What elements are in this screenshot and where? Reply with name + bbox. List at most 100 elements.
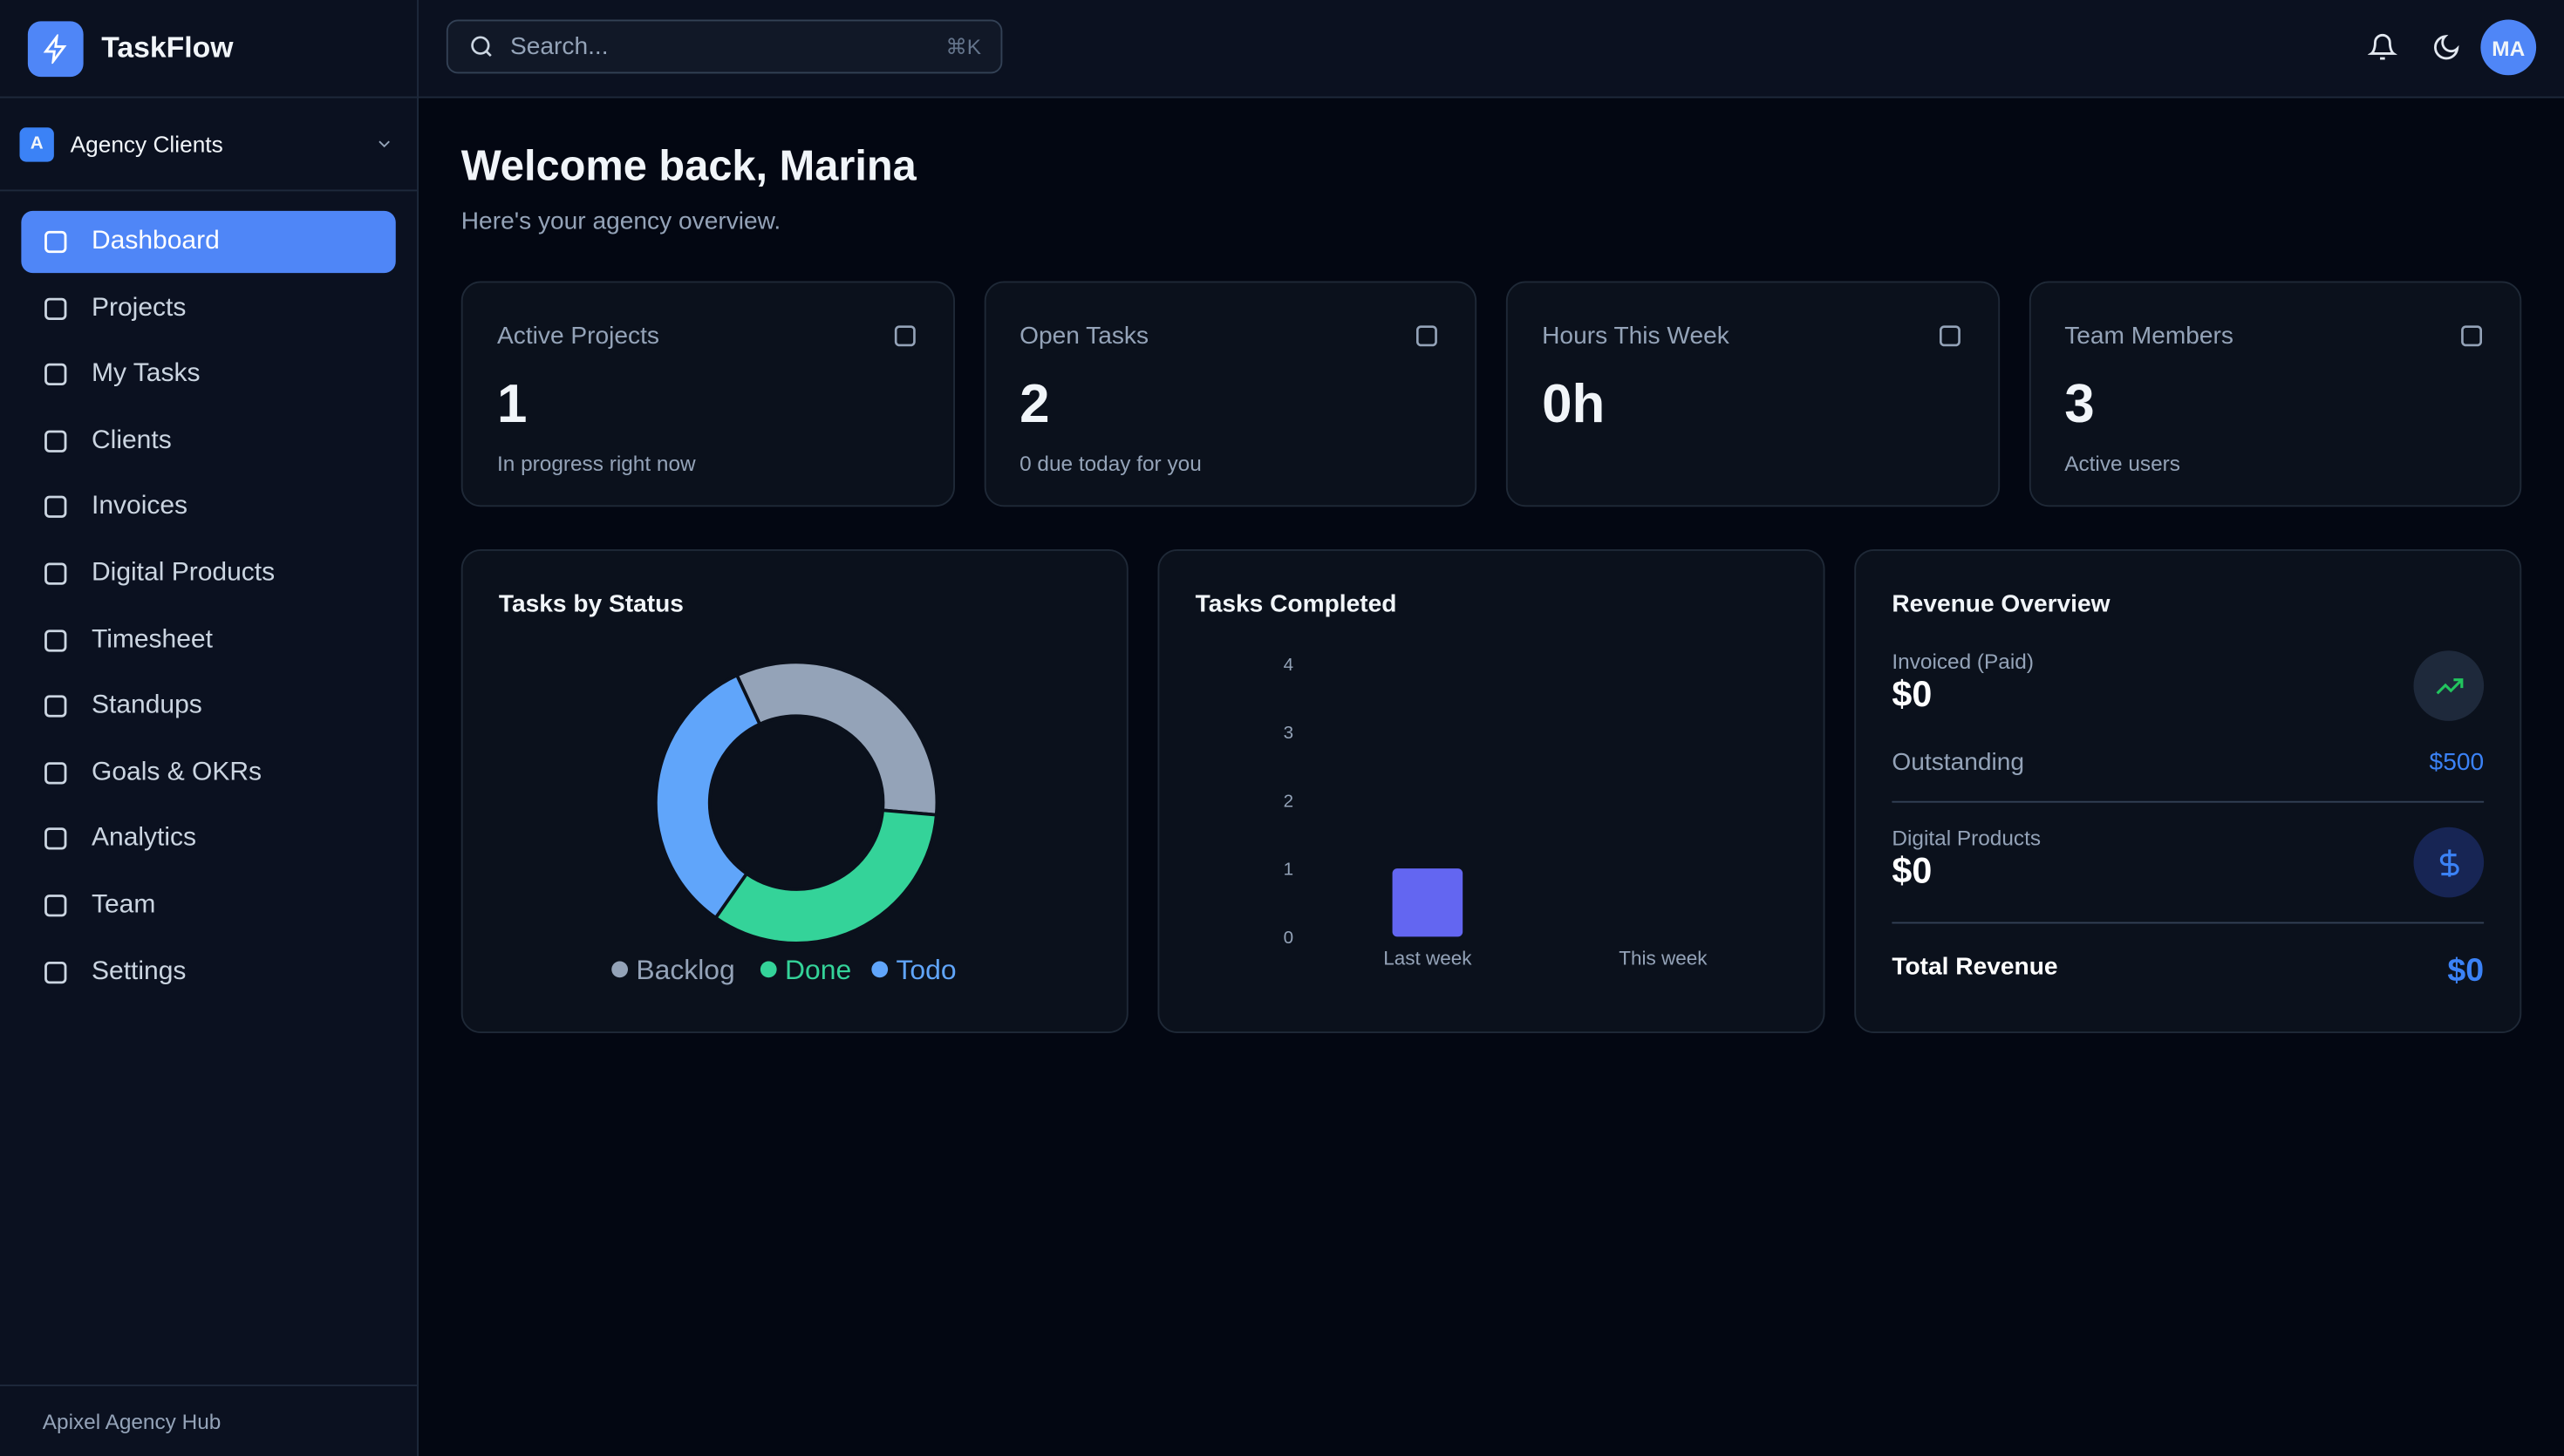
shortcut: ⌘K: [945, 33, 981, 58]
main: Welcome back, Marina Here's your agency …: [460, 140, 2522, 1033]
stat-card: Open Tasks 2 0 due today for you: [983, 281, 1477, 507]
x-tick-label: Last week: [1383, 947, 1472, 969]
label: Invoiced (Paid): [1892, 649, 2034, 674]
nav-item[interactable]: Settings: [21, 941, 395, 1003]
nav-label: Settings: [92, 956, 187, 985]
stat-value: 3: [2064, 372, 2095, 433]
status-card: Tasks by Status Backlog Done Todo: [460, 549, 1129, 1033]
value: $0: [2447, 953, 2485, 990]
x-tick-label: This week: [1619, 947, 1708, 969]
stat-label: Active Projects: [497, 322, 660, 350]
y-tick-label: 4: [1284, 655, 1293, 675]
trend-icon: [2413, 650, 2485, 721]
app-name: TaskFlow: [101, 31, 234, 65]
search[interactable]: Search... ⌘K: [446, 19, 1003, 74]
stat-icon: [890, 322, 918, 357]
nav-item[interactable]: Standups: [21, 676, 395, 738]
dollar-icon: [2413, 827, 2485, 898]
welcome-subtitle: Here's your agency overview.: [460, 208, 781, 235]
nav-label: Analytics: [92, 824, 197, 853]
legend-label: Todo: [897, 954, 957, 985]
legend-dot: [760, 961, 777, 978]
nav-item[interactable]: Digital Products: [21, 542, 395, 604]
nav-item[interactable]: Dashboard: [21, 210, 396, 274]
nav-label: Goals & OKRs: [92, 758, 263, 786]
workspace-initial: A: [19, 126, 54, 161]
workspace-name: Agency Clients: [70, 131, 223, 157]
donut-segment: [654, 672, 762, 921]
stat-icon: [2458, 322, 2486, 357]
y-tick-label: 2: [1284, 791, 1293, 811]
y-tick-label: 3: [1284, 723, 1293, 743]
nav-label: Team: [92, 890, 156, 919]
brand: TaskFlow: [0, 0, 418, 99]
search-placeholder: Search...: [510, 32, 609, 61]
label: Digital Products: [1892, 825, 2042, 850]
value: $0: [1892, 673, 1933, 715]
chart: 0 1 2 3 4 Last week This week: [1284, 655, 1708, 970]
nav-label: Dashboard: [92, 227, 220, 255]
legend-dot: [871, 961, 889, 978]
chart-title: Tasks Completed: [1195, 589, 1397, 618]
footer: Apixel Agency Hub: [0, 1384, 418, 1456]
label: Outstanding: [1892, 748, 2025, 777]
nav-item[interactable]: Timesheet: [21, 609, 395, 671]
theme-toggle[interactable]: [2431, 33, 2461, 63]
legend-label: Backlog: [636, 954, 734, 985]
label: Total Revenue: [1892, 953, 2058, 981]
stat-icon: [1413, 322, 1441, 357]
notifications[interactable]: [2368, 33, 2397, 63]
stat-note: Active users: [2064, 451, 2180, 476]
bar: [1392, 868, 1463, 937]
avatar[interactable]: MA: [2480, 19, 2537, 76]
chart: Backlog Done Todo: [611, 660, 957, 985]
revenue-title: Revenue Overview: [1892, 589, 2111, 618]
chart-title: Tasks by Status: [498, 589, 684, 618]
sidebar: TaskFlow A Agency Clients Dashboard Projec…: [0, 0, 419, 1456]
welcome-title: Welcome back, Marina: [460, 140, 917, 190]
nav-item[interactable]: Team: [21, 874, 395, 936]
stats: Active Projects 1 In progress right now Ope…: [460, 281, 2522, 507]
stat-label: Team Members: [2064, 322, 2233, 350]
nav-item[interactable]: Projects: [21, 277, 395, 339]
donut-segment: [713, 808, 938, 945]
header: Search... ⌘K MA: [419, 0, 2564, 99]
legend-label: Done: [785, 954, 851, 985]
stat-value: 1: [497, 372, 528, 433]
total: Total Revenue $0: [1892, 922, 2485, 991]
nav-label: Standups: [92, 691, 202, 720]
nav-item[interactable]: Invoices: [21, 476, 395, 538]
stat-note: In progress right now: [497, 451, 696, 476]
nav-label: Clients: [92, 425, 172, 454]
value: $500: [2429, 748, 2485, 777]
completed-card: Tasks Completed 0 1 2 3 4 Last week This week: [1157, 549, 1825, 1033]
outstanding: Outstanding $500: [1892, 748, 2485, 803]
stat-card: Team Members 3 Active users: [2028, 281, 2522, 507]
stat-card: Active Projects 1 In progress right now: [460, 281, 955, 507]
stat-value: 2: [1019, 372, 1050, 433]
logo: [27, 20, 84, 77]
revenue-card: Revenue Overview Invoiced (Paid) $0 Outst…: [1854, 549, 2522, 1033]
nav-item[interactable]: Analytics: [21, 808, 395, 870]
nav-label: Digital Products: [92, 559, 276, 588]
stat-label: Open Tasks: [1019, 322, 1149, 350]
digital: Digital Products $0: [1892, 826, 2484, 893]
nav-label: Invoices: [92, 493, 188, 520]
nav-label: Timesheet: [92, 625, 213, 654]
nav-item[interactable]: My Tasks: [21, 344, 395, 405]
stat-note: 0 due today for you: [1019, 451, 1202, 476]
nav-label: Projects: [92, 293, 187, 322]
donut-segment: [734, 660, 939, 817]
invoiced: Invoiced (Paid) $0: [1892, 649, 2484, 716]
stat-icon: [1935, 322, 1963, 357]
nav-item[interactable]: Clients: [21, 410, 395, 472]
nav-label: My Tasks: [92, 359, 201, 388]
nav-item[interactable]: Goals & OKRs: [21, 742, 395, 804]
stat-label: Hours This Week: [1542, 322, 1729, 350]
value: $0: [1892, 850, 1933, 891]
workspace-switcher[interactable]: A Agency Clients: [0, 99, 418, 192]
legend-dot: [611, 961, 628, 978]
y-tick-label: 0: [1284, 928, 1293, 948]
